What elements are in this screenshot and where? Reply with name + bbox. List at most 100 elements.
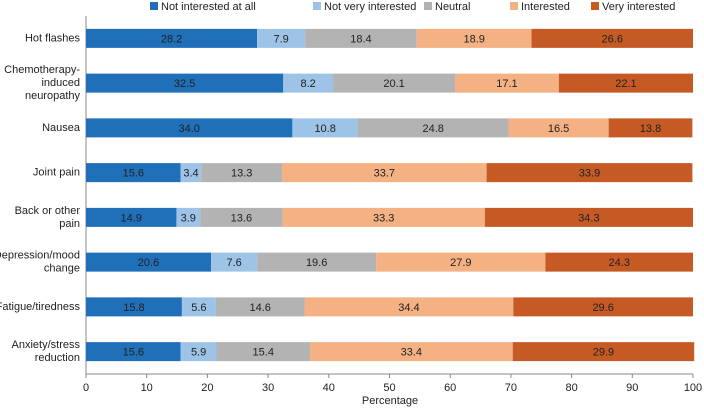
bar-segment — [486, 163, 693, 183]
bar-segment — [86, 73, 284, 93]
bar-value-label: 15.6 — [123, 168, 144, 180]
bar-value-label: 32.5 — [174, 78, 195, 90]
bar-value-label: 10.8 — [314, 123, 335, 135]
bar-value-label: 7.9 — [274, 33, 289, 45]
bar-segment — [531, 28, 693, 48]
bar-segment — [86, 207, 177, 227]
bar-segment — [484, 207, 693, 227]
bar-segment — [180, 342, 217, 362]
bar-value-label: 34.0 — [178, 123, 199, 135]
bar-value-label: 3.9 — [181, 212, 196, 224]
x-axis-label: Percentage — [362, 395, 418, 407]
bar-value-label: 33.4 — [401, 347, 422, 359]
legend-swatch — [591, 2, 599, 10]
legend-label: Very interested — [602, 1, 675, 13]
bar-value-label: 24.8 — [422, 123, 443, 135]
x-tick-label: 90 — [626, 382, 638, 394]
bar-segment — [512, 342, 695, 362]
bar-segment — [357, 118, 509, 138]
bar-value-label: 13.8 — [640, 123, 661, 135]
y-tick-label: Depression/mood change — [0, 250, 80, 275]
bar-segment — [376, 252, 546, 272]
bar-segment — [86, 252, 212, 272]
x-tick-label: 0 — [83, 382, 89, 394]
bar-segment — [180, 163, 202, 183]
bar-value-label: 28.2 — [161, 33, 182, 45]
bar-value-label: 13.6 — [231, 212, 252, 224]
bar-value-label: 26.6 — [602, 33, 623, 45]
bar-segment — [309, 342, 513, 362]
bar-value-label: 13.3 — [231, 168, 252, 180]
bar-value-label: 27.9 — [450, 257, 471, 269]
y-tick-label: Joint pain — [33, 167, 80, 179]
bar-value-label: 18.9 — [463, 33, 484, 45]
bar-segment — [86, 163, 181, 183]
bar-value-label: 24.3 — [609, 257, 630, 269]
bar-value-label: 7.6 — [226, 257, 241, 269]
bar-value-label: 33.7 — [374, 168, 395, 180]
bar-value-label: 15.8 — [123, 302, 144, 314]
legend-swatch — [424, 2, 432, 10]
bar-segment — [608, 118, 693, 138]
bar-segment — [257, 252, 377, 272]
x-tick-label: 50 — [383, 382, 395, 394]
bar-value-label: 15.4 — [253, 347, 274, 359]
bar-segment — [283, 73, 334, 93]
y-tick-label: Chemotherapy-induced neuropathy — [4, 64, 80, 102]
bar-segment — [513, 297, 693, 317]
legend-label: Not interested at all — [161, 1, 256, 13]
x-tick-label: 30 — [262, 382, 274, 394]
bar-value-label: 17.1 — [496, 78, 517, 90]
legend-swatch — [313, 2, 321, 10]
x-tick-label: 10 — [141, 382, 153, 394]
x-tick-label: 20 — [201, 382, 213, 394]
x-tick-label: 40 — [323, 382, 335, 394]
bar-segment — [215, 297, 305, 317]
bar-segment — [181, 297, 216, 317]
bar-value-label: 29.6 — [592, 302, 613, 314]
bar-value-label: 15.6 — [123, 347, 144, 359]
bar-segment — [216, 342, 310, 362]
bar-value-label: 29.9 — [593, 347, 614, 359]
x-tick-label: 70 — [505, 382, 517, 394]
bar-segment — [416, 28, 532, 48]
bar-segment — [211, 252, 258, 272]
x-tick-label: 100 — [684, 382, 702, 394]
bar-segment — [176, 207, 201, 227]
bar-segment — [508, 118, 609, 138]
bar-value-label: 22.1 — [615, 78, 636, 90]
bar-segment — [282, 207, 485, 227]
bar-segment — [257, 28, 306, 48]
bar-segment — [558, 73, 693, 93]
y-tick-label: Fatigue/tiredness — [0, 301, 80, 313]
bar-value-label: 14.9 — [121, 212, 142, 224]
legend-label: Neutral — [435, 1, 470, 13]
bar-value-label: 33.3 — [373, 212, 394, 224]
y-tick-label: Back or other pain — [15, 205, 81, 230]
bar-value-label: 19.6 — [306, 257, 327, 269]
bar-segment — [200, 207, 283, 227]
bar-value-label: 14.6 — [249, 302, 270, 314]
legend-label: Interested — [521, 1, 570, 13]
bar-segment — [305, 28, 417, 48]
x-tick-label: 60 — [444, 382, 456, 394]
legend-label: Not very interested — [324, 1, 416, 13]
bar-segment — [86, 28, 258, 48]
bar-segment — [86, 342, 181, 362]
legend-swatch — [510, 2, 518, 10]
bar-segment — [282, 163, 487, 183]
bar-segment — [455, 73, 559, 93]
bar-segment — [201, 163, 283, 183]
y-tick-label: Anxiety/stress reduction — [12, 339, 81, 364]
bar-segment — [86, 297, 182, 317]
bar-segment — [333, 73, 456, 93]
bar-value-label: 3.4 — [183, 168, 198, 180]
bar-segment — [86, 118, 293, 138]
bar-value-label: 34.4 — [398, 302, 419, 314]
y-tick-label: Hot flashes — [25, 32, 81, 44]
x-tick-label: 80 — [565, 382, 577, 394]
bar-value-label: 20.1 — [383, 78, 404, 90]
bar-value-label: 5.9 — [191, 347, 206, 359]
bar-value-label: 20.6 — [138, 257, 159, 269]
bar-segment — [545, 252, 693, 272]
